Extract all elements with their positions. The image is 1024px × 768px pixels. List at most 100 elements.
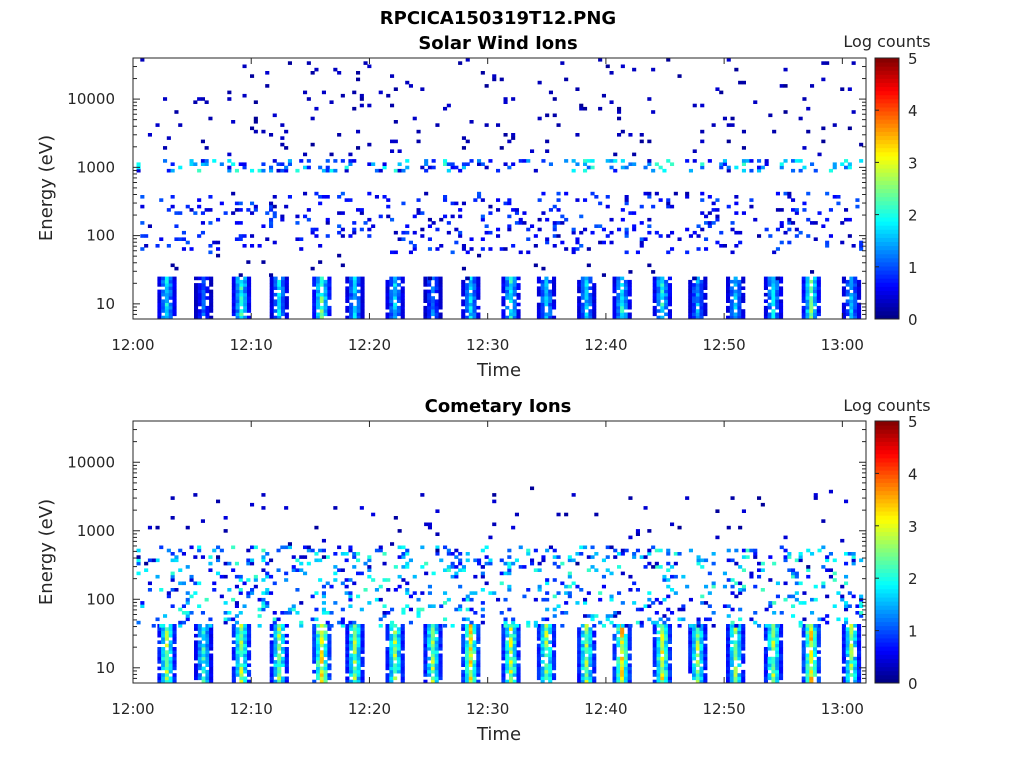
data-cell: [235, 279, 240, 284]
data-cell: [400, 666, 405, 671]
data-cell: [393, 669, 398, 674]
data-cell: [476, 312, 481, 317]
data-cell: [424, 522, 429, 527]
data-cell: [385, 302, 390, 307]
data-cell: [352, 653, 357, 658]
data-cell: [393, 286, 398, 290]
data-cell: [172, 276, 177, 281]
data-cell: [726, 650, 731, 654]
data-cell: [783, 159, 788, 163]
data-cell: [853, 289, 858, 294]
data-cell: [492, 493, 497, 497]
data-cell: [726, 276, 731, 281]
data-cell: [405, 565, 410, 569]
data-cell: [208, 250, 213, 255]
data-cell: [382, 614, 387, 618]
data-cell: [378, 624, 383, 628]
data-cell: [284, 669, 289, 674]
data-cell: [704, 247, 709, 251]
data-cell: [516, 640, 521, 644]
data-cell: [741, 548, 746, 553]
data-cell: [352, 286, 357, 290]
data-cell: [526, 237, 531, 241]
data-cell: [480, 217, 485, 222]
data-cell: [340, 234, 345, 238]
data-cell: [476, 296, 481, 300]
data-cell: [265, 84, 270, 88]
data-cell: [423, 653, 428, 658]
data-cell: [560, 611, 565, 615]
data-cell: [219, 574, 224, 579]
data-cell: [465, 673, 470, 677]
data-cell: [514, 221, 519, 225]
data-cell: [575, 584, 580, 589]
data-cell: [620, 159, 625, 163]
data-cell: [580, 676, 585, 681]
data-cell: [427, 624, 432, 628]
data-cell: [545, 240, 550, 245]
data-cell: [775, 666, 780, 671]
data-cell: [273, 637, 278, 641]
data-cell: [722, 159, 727, 163]
data-cell: [545, 149, 550, 153]
data-cell: [779, 627, 784, 631]
data-cell: [427, 302, 432, 307]
data-cell: [688, 548, 693, 553]
data-cell: [787, 552, 792, 556]
data-cell: [480, 237, 485, 241]
data-cell: [247, 302, 252, 307]
data-cell: [284, 279, 289, 284]
data-cell: [281, 289, 286, 294]
data-cell: [764, 607, 769, 612]
data-cell: [193, 555, 198, 559]
panel-title: Solar Wind Ions: [418, 33, 577, 54]
data-cell: [556, 208, 561, 212]
data-cell: [172, 650, 177, 654]
data-cell: [385, 283, 390, 287]
data-cell: [590, 614, 595, 618]
data-cell: [647, 552, 652, 556]
data-cell: [737, 289, 742, 294]
data-cell: [841, 637, 846, 641]
data-cell: [512, 640, 517, 644]
colorbar-swatch: [875, 498, 899, 504]
data-cell: [552, 221, 557, 225]
data-cell: [461, 289, 466, 294]
data-cell: [841, 309, 846, 313]
colorbar-swatch: [875, 421, 899, 426]
data-cell: [623, 647, 628, 651]
data-cell: [430, 299, 435, 303]
data-cell: [390, 542, 395, 546]
data-cell: [272, 240, 277, 245]
data-cell: [349, 292, 354, 297]
y-tick-label: 100: [86, 227, 115, 245]
data-cell: [664, 305, 669, 310]
data-cell: [516, 312, 521, 317]
data-cell: [703, 279, 708, 284]
data-cell: [352, 630, 357, 635]
data-cell: [741, 299, 746, 303]
data-cell: [592, 666, 597, 671]
data-cell: [385, 296, 390, 300]
data-cell: [771, 676, 776, 681]
data-cell: [468, 643, 473, 648]
data-cell: [845, 627, 850, 631]
data-cell: [352, 279, 357, 284]
data-cell: [512, 276, 517, 281]
data-cell: [688, 292, 693, 297]
colorbar-swatch: [875, 257, 899, 263]
data-cell: [416, 198, 421, 202]
colorbar-swatch: [875, 506, 899, 512]
data-cell: [277, 624, 282, 628]
data-cell: [393, 676, 398, 681]
data-cell: [537, 80, 542, 85]
colorbar-swatch: [875, 278, 899, 283]
data-cell: [239, 315, 244, 320]
data-cell: [319, 660, 324, 664]
data-cell: [356, 208, 361, 212]
data-cell: [200, 211, 205, 215]
data-cell: [189, 162, 194, 166]
data-cell: [189, 611, 194, 615]
data-cell: [178, 123, 183, 127]
data-cell: [564, 247, 569, 251]
